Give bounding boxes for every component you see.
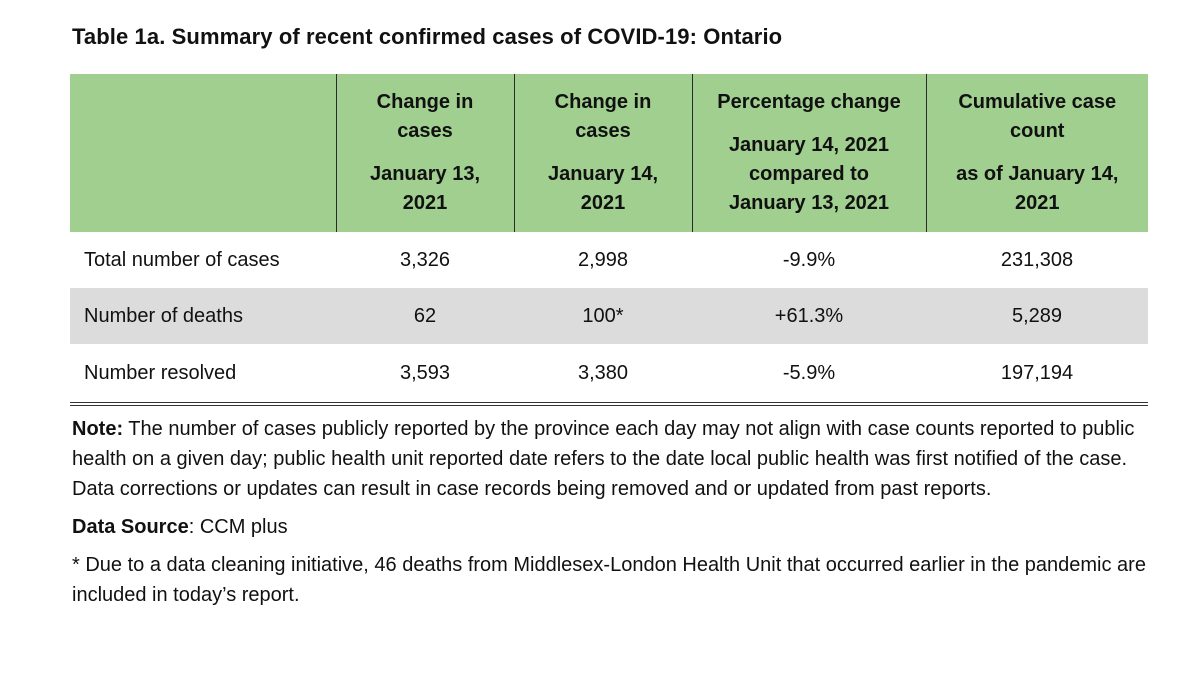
- summary-table: Change in cases January 13, 2021 Change in ca…: [70, 74, 1148, 406]
- header-line: cases: [575, 120, 631, 142]
- header-line: as of January 14,: [956, 163, 1119, 185]
- cell-jan13: 62: [336, 288, 514, 344]
- column-header-4: Cumulative case count as of January 14, 202…: [925, 74, 1148, 232]
- cell-pct: -9.9%: [782, 248, 836, 271]
- header-line: Change in: [376, 91, 474, 113]
- table-row: Number resolved 3,593 3,380 -5.9% 197,194: [70, 344, 1148, 406]
- header-line: cases: [397, 120, 453, 142]
- column-header-3: Percentage change January 14, 2021 compare…: [691, 74, 926, 232]
- header-line: compared to: [748, 163, 870, 185]
- header-gap: [705, 117, 914, 131]
- column-header-0: [70, 74, 336, 232]
- header-line: 2021: [580, 192, 626, 214]
- cell-pct: +61.3%: [692, 288, 926, 344]
- header-line: January 13,: [369, 163, 481, 185]
- cell-jan13: 3,326: [399, 248, 451, 271]
- note-text: The number of cases publicly reported by…: [72, 418, 1135, 500]
- cell-jan13: 3,593: [336, 344, 514, 406]
- header-line: 2021: [1015, 192, 1060, 214]
- header-line: Change in: [554, 91, 652, 113]
- header-line: Percentage change: [717, 91, 901, 113]
- note-paragraph: Note: The number of cases publicly repor…: [72, 414, 1152, 504]
- table-row: Total number of cases 3,326 2,998 -9.9% 231,…: [70, 232, 1148, 288]
- cell-pct: -5.9%: [692, 344, 926, 406]
- cell-label: Number of deaths: [70, 288, 336, 344]
- header-line: January 14, 2021: [728, 134, 890, 156]
- note-label: Note:: [72, 418, 124, 440]
- cell-jan14: 2,998: [577, 248, 629, 271]
- cell-label: Total number of cases: [84, 248, 280, 271]
- header-gap: [527, 146, 680, 160]
- header-line: 2021: [402, 192, 448, 214]
- notes-section: Note: The number of cases publicly repor…: [72, 414, 1152, 618]
- data-source-label: Data Source: [72, 516, 189, 538]
- cell-label: Number resolved: [70, 344, 336, 406]
- data-source: Data Source: CCM plus: [72, 512, 1152, 542]
- header-line: January 14,: [547, 163, 659, 185]
- table-body: Total number of cases 3,326 2,998 -9.9% 231,…: [70, 232, 1148, 406]
- table-header: Change in cases January 13, 2021 Change in ca…: [70, 74, 1148, 232]
- cell-jan14: 3,380: [514, 344, 692, 406]
- header-gap: [939, 146, 1137, 160]
- column-header-2: Change in cases January 14, 2021: [513, 74, 692, 232]
- footnote: * Due to a data cleaning initiative, 46 …: [72, 554, 1146, 606]
- header-row: Change in cases January 13, 2021 Change in ca…: [70, 74, 1148, 232]
- header-line: January 13, 2021: [728, 192, 890, 214]
- cell-cumulative: 5,289: [926, 288, 1148, 344]
- table-title: Table 1a. Summary of recent confirmed ca…: [72, 24, 783, 49]
- cell-jan14: 100*: [514, 288, 692, 344]
- cell-cumulative: 197,194: [926, 344, 1148, 406]
- cell-cumulative: 231,308: [1000, 248, 1074, 271]
- table-row: Number of deaths 62 100* +61.3% 5,289: [70, 288, 1148, 344]
- data-source-text: : CCM plus: [188, 516, 288, 538]
- header-gap: [349, 146, 502, 160]
- header-line: count: [1010, 120, 1065, 142]
- column-header-1: Change in cases January 13, 2021: [335, 74, 514, 232]
- header-line: Cumulative case: [958, 91, 1117, 113]
